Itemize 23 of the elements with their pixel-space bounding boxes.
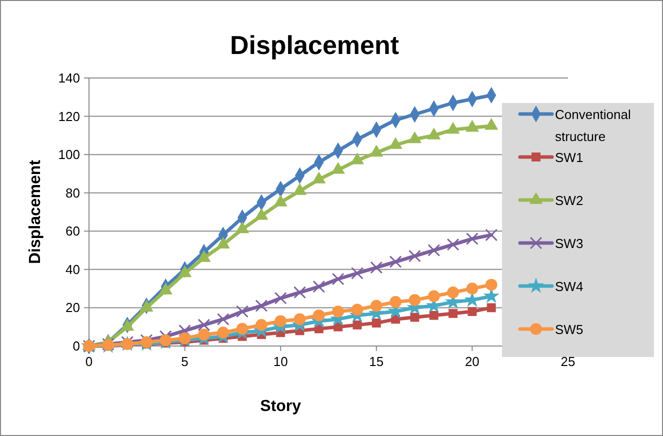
legend-label: Conventional structure	[555, 107, 631, 144]
y-tick-label: 0	[72, 338, 80, 354]
x-tick-label: 15	[369, 354, 384, 369]
y-tick-label: 120	[58, 108, 80, 124]
legend-label: SW5	[555, 322, 584, 337]
y-tick-label: 100	[58, 147, 80, 162]
y-tick-label: 20	[66, 300, 80, 316]
x-tick-label: 20	[464, 354, 480, 369]
legend-label: SW1	[555, 150, 584, 165]
x-tick-label: 25	[560, 354, 576, 369]
y-tick-label: 60	[66, 224, 80, 239]
x-tick-label: 10	[273, 354, 288, 369]
y-tick-label: 80	[66, 185, 80, 200]
y-axis-title: Displacement	[27, 159, 44, 264]
legend-label: SW2	[555, 193, 584, 208]
y-tick-label: 40	[66, 262, 80, 277]
chart-title: Displacement	[230, 30, 400, 60]
x-axis-title: Story	[260, 398, 302, 415]
legend-label: SW3	[555, 236, 584, 251]
x-tick-label: 5	[181, 354, 188, 369]
x-tick-label: 0	[85, 354, 93, 369]
legend-label: SW4	[555, 279, 584, 294]
y-tick-label: 140	[58, 70, 80, 86]
